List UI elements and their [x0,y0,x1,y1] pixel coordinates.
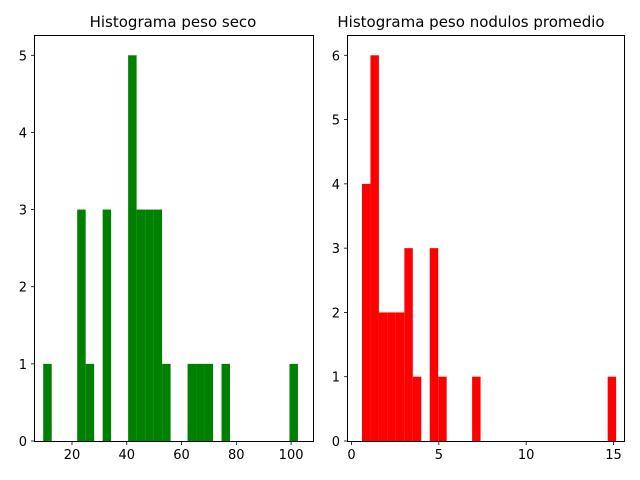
axis-ticks: 20 40 60 80 100 0 1 2 3 4 5 [19,49,304,463]
chart-title: Histograma peso nodulos promedio [337,13,604,31]
histogram-bar [196,363,205,441]
y-tick-label: 3 [19,204,27,219]
histogram-bar [472,376,481,441]
histogram-bar [162,363,171,441]
histogram-bar [204,363,214,441]
histogram-bar [85,363,95,441]
x-tick-label: 100 [279,448,304,463]
histogram-bar [187,363,197,441]
y-tick-label: 0 [332,435,340,450]
histogram-bar [370,55,379,441]
histogram-bar [404,248,413,441]
y-tick-label: 0 [19,435,27,450]
y-tick-label: 1 [19,358,27,373]
x-tick-label: 0 [347,448,355,463]
axes-frame [347,35,625,442]
chart-title: Histograma peso seco [90,13,257,31]
axes-frame [34,35,314,442]
x-tick-label: 40 [118,448,135,463]
histogram-bar [221,363,231,441]
axis-ticks: 0 5 10 15 0 1 2 3 4 5 6 [332,49,622,463]
histogram-bar [145,209,154,441]
y-tick-label: 5 [332,114,340,129]
histogram-bar [77,209,86,441]
histogram-bar [136,209,146,441]
histogram-bar [289,363,298,441]
y-tick-label: 3 [332,242,340,257]
histogram-bar [361,183,371,442]
histogram-bar [43,363,52,441]
histogram-bar [395,312,405,441]
y-tick-label: 5 [19,49,27,64]
x-tick-label: 60 [173,448,190,463]
histogram-bar [378,312,388,441]
histogram-bar [607,376,617,441]
x-tick-label: 10 [518,448,535,463]
histogram-bar [153,209,163,441]
y-tick-label: 4 [19,126,27,141]
x-tick-label: 80 [228,448,245,463]
histogram-bar [102,209,112,441]
x-tick-label: 5 [435,448,443,463]
histogram-bar [429,248,439,441]
histogram-peso-seco: Histograma peso seco 20 40 60 80 100 0 1 2 3 4 5 [19,13,314,463]
histogram-bar [438,376,447,441]
y-tick-label: 6 [332,49,340,64]
y-tick-label: 4 [332,178,340,193]
bar-group [361,55,617,442]
bar-group [43,55,298,441]
y-tick-label: 1 [332,371,340,386]
histogram-peso-nodulos-promedio: Histograma peso nodulos promedio 0 5 10 150… [332,13,625,463]
histogram-bar [412,376,422,441]
histogram-bar [128,55,137,441]
y-tick-label: 2 [19,281,27,296]
x-tick-label: 15 [605,448,622,463]
histogram-bar [387,312,396,441]
x-tick-label: 20 [64,448,81,463]
y-tick-label: 2 [332,306,340,321]
